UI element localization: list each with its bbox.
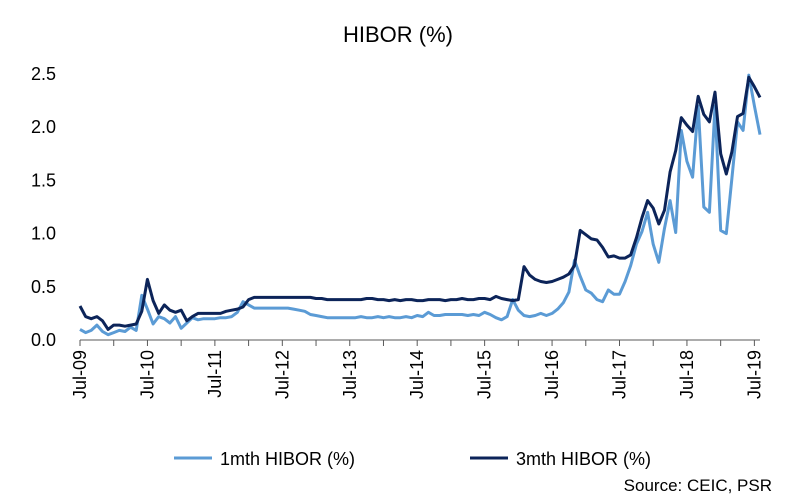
x-tick-label: Jul-11 bbox=[205, 350, 225, 398]
legend: 1mth HIBOR (%) 3mth HIBOR (%) bbox=[174, 449, 651, 469]
y-tick-label: 1.5 bbox=[31, 170, 56, 190]
series-line-3mth-hibor bbox=[78, 75, 762, 331]
series-line-1mth-hibor bbox=[79, 73, 762, 337]
y-tick-label: 0.0 bbox=[31, 330, 56, 350]
x-tick-label: Jul-17 bbox=[610, 350, 630, 399]
y-axis-ticks: 0.0 0.5 1.0 1.5 2.0 2.5 bbox=[31, 64, 56, 350]
source-note: Source: CEIC, PSR bbox=[624, 476, 772, 495]
x-tick-label: Jul-10 bbox=[137, 350, 157, 399]
x-tick-label: Jul-18 bbox=[677, 350, 697, 399]
y-tick-label: 2.0 bbox=[31, 117, 56, 137]
plot-area bbox=[78, 73, 762, 337]
x-tick-label: Jul-19 bbox=[744, 350, 764, 399]
x-tick-label: Jul-09 bbox=[70, 350, 90, 399]
x-axis: Jul-09 Jul-10 Jul-11 Jul-12 Jul-13 Jul-14 Jul-… bbox=[70, 339, 764, 399]
legend-label-3mth: 3mth HIBOR (%) bbox=[516, 449, 651, 469]
x-tick-label: Jul-12 bbox=[272, 350, 292, 399]
y-tick-label: 0.5 bbox=[31, 277, 56, 297]
legend-label-1mth: 1mth HIBOR (%) bbox=[220, 449, 355, 469]
x-tick-label: Jul-14 bbox=[407, 350, 427, 399]
y-tick-label: 1.0 bbox=[31, 224, 56, 244]
chart-title: HIBOR (%) bbox=[343, 22, 453, 47]
y-tick-label: 2.5 bbox=[31, 64, 56, 84]
x-tick-label: Jul-15 bbox=[475, 350, 495, 399]
x-tick-label: Jul-13 bbox=[340, 350, 360, 399]
x-tick-label: Jul-16 bbox=[542, 350, 562, 399]
